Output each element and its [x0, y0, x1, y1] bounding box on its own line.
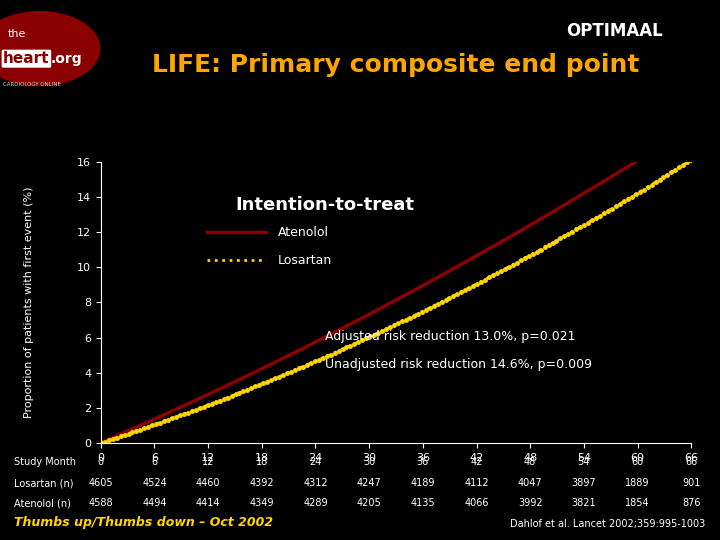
Text: Losartan (n): Losartan (n) [14, 478, 74, 488]
Text: 4112: 4112 [464, 478, 489, 488]
Text: 4312: 4312 [303, 478, 328, 488]
Text: Losartan: Losartan [278, 254, 332, 267]
Text: Unadjusted risk reduction 14.6%, p=0.009: Unadjusted risk reduction 14.6%, p=0.009 [325, 357, 592, 370]
Text: Adjusted risk reduction 13.0%, p=0.021: Adjusted risk reduction 13.0%, p=0.021 [325, 329, 576, 342]
Text: 4588: 4588 [89, 498, 113, 508]
Text: CARDIOLOGY ONLINE: CARDIOLOGY ONLINE [3, 82, 61, 86]
Text: Atenolol: Atenolol [278, 226, 329, 239]
Text: .org: .org [50, 52, 82, 66]
Text: 4066: 4066 [464, 498, 489, 508]
Text: 1854: 1854 [625, 498, 650, 508]
Text: 3821: 3821 [572, 498, 596, 508]
Text: heart: heart [3, 51, 50, 66]
Text: 36: 36 [417, 457, 429, 467]
Text: 60: 60 [631, 457, 644, 467]
Text: 4414: 4414 [196, 498, 220, 508]
Text: 4494: 4494 [143, 498, 167, 508]
Text: 3992: 3992 [518, 498, 542, 508]
Text: 48: 48 [524, 457, 536, 467]
Text: 1889: 1889 [625, 478, 649, 488]
Text: 4247: 4247 [357, 478, 382, 488]
Text: Atenolol (n): Atenolol (n) [14, 498, 71, 508]
Text: Study Month: Study Month [14, 457, 76, 467]
Text: Dahlof et al. Lancet 2002;359:995-1003: Dahlof et al. Lancet 2002;359:995-1003 [510, 519, 706, 529]
Text: 4047: 4047 [518, 478, 542, 488]
Text: 876: 876 [682, 498, 701, 508]
Text: 4289: 4289 [303, 498, 328, 508]
Text: 901: 901 [682, 478, 701, 488]
Circle shape [0, 12, 100, 85]
Text: 0: 0 [98, 457, 104, 467]
Text: 4460: 4460 [196, 478, 220, 488]
Text: 30: 30 [363, 457, 375, 467]
Text: Thumbs up/Thumbs down – Oct 2002: Thumbs up/Thumbs down – Oct 2002 [14, 516, 274, 529]
Text: 54: 54 [577, 457, 590, 467]
Text: 4189: 4189 [410, 478, 435, 488]
Text: 42: 42 [470, 457, 482, 467]
Text: 4135: 4135 [410, 498, 435, 508]
Text: 12: 12 [202, 457, 215, 467]
Text: 4524: 4524 [142, 478, 167, 488]
Text: 66: 66 [685, 457, 698, 467]
Text: 4349: 4349 [250, 498, 274, 508]
Text: 18: 18 [256, 457, 268, 467]
Text: 4392: 4392 [250, 478, 274, 488]
Text: Proportion of patients with first event (%): Proportion of patients with first event … [24, 187, 34, 418]
Text: OPTIMAAL: OPTIMAAL [566, 22, 662, 39]
Text: 24: 24 [310, 457, 322, 467]
Text: 3897: 3897 [572, 478, 596, 488]
Text: the: the [8, 29, 27, 39]
Text: 4205: 4205 [357, 498, 382, 508]
Text: Intention-to-treat: Intention-to-treat [235, 195, 415, 214]
Text: 6: 6 [151, 457, 158, 467]
Text: LIFE: Primary composite end point: LIFE: Primary composite end point [153, 53, 639, 77]
Text: 4605: 4605 [89, 478, 113, 488]
